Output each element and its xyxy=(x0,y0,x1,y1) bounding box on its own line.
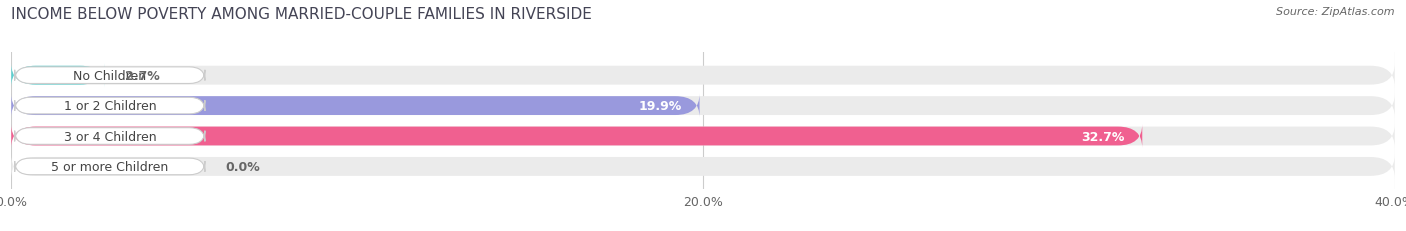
Text: 1 or 2 Children: 1 or 2 Children xyxy=(63,100,156,112)
Text: 2.7%: 2.7% xyxy=(125,69,160,82)
FancyBboxPatch shape xyxy=(11,94,1395,118)
Text: 32.7%: 32.7% xyxy=(1081,130,1125,143)
FancyBboxPatch shape xyxy=(14,98,205,114)
Text: 0.0%: 0.0% xyxy=(226,160,260,173)
Text: 5 or more Children: 5 or more Children xyxy=(51,160,169,173)
FancyBboxPatch shape xyxy=(11,94,700,118)
FancyBboxPatch shape xyxy=(11,64,104,88)
Text: 19.9%: 19.9% xyxy=(638,100,682,112)
FancyBboxPatch shape xyxy=(14,128,205,145)
FancyBboxPatch shape xyxy=(11,64,1395,88)
Text: Source: ZipAtlas.com: Source: ZipAtlas.com xyxy=(1277,7,1395,17)
Text: INCOME BELOW POVERTY AMONG MARRIED-COUPLE FAMILIES IN RIVERSIDE: INCOME BELOW POVERTY AMONG MARRIED-COUPL… xyxy=(11,7,592,22)
FancyBboxPatch shape xyxy=(11,125,1395,148)
FancyBboxPatch shape xyxy=(14,158,205,175)
Text: No Children: No Children xyxy=(73,69,146,82)
FancyBboxPatch shape xyxy=(11,125,1142,148)
Text: 3 or 4 Children: 3 or 4 Children xyxy=(63,130,156,143)
FancyBboxPatch shape xyxy=(11,155,1395,179)
FancyBboxPatch shape xyxy=(14,68,205,84)
